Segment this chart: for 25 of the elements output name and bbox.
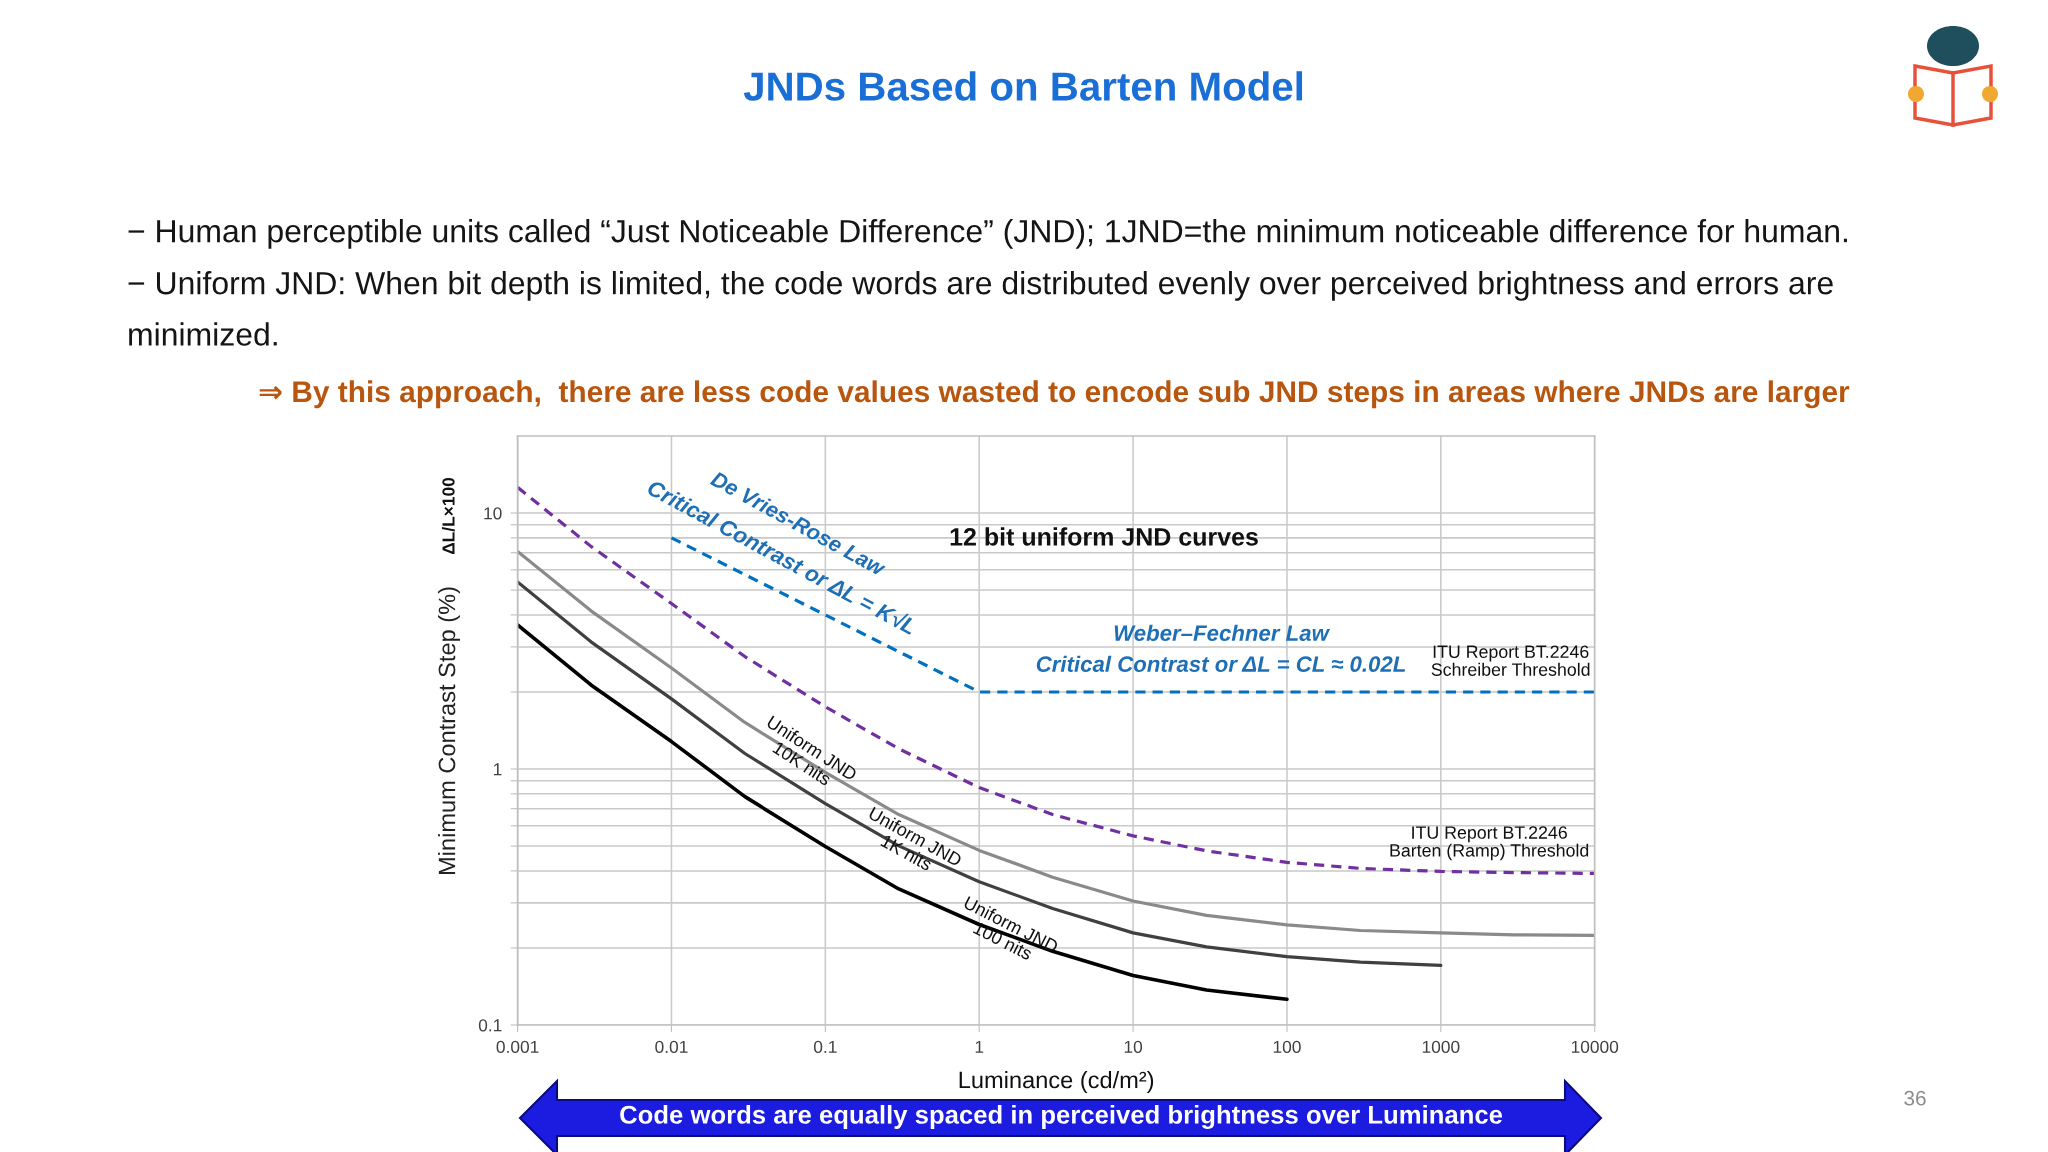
text: − Human perceptible units called “Just Noticeable Difference” (JND); 1JND=the minimum noticeable difference for human. xyxy=(128,219,1847,249)
y-tick-label: 0.1 xyxy=(478,1019,502,1032)
y-tick-label: 1 xyxy=(493,763,502,776)
x-tick-label: 10000 xyxy=(1571,1040,1619,1054)
x-tick-label: 1000 xyxy=(1422,1040,1460,1054)
x-axis-title: Luminance (cd/m²) xyxy=(959,1071,1154,1093)
x-tick-label: 1 xyxy=(975,1040,984,1053)
annotation: Critical Contrast or ΔL = CL ≈ 0.02L xyxy=(1036,655,1406,672)
text: ⇒ By this approach, there are less code values wasted to encode sub JND steps in areas where JNDs are larger xyxy=(259,380,1850,409)
x-tick-label: 0.001 xyxy=(496,1040,539,1054)
x-tick-label: 0.1 xyxy=(813,1040,837,1054)
y-axis-title: Minimum Contrast Step (%) xyxy=(437,587,460,875)
text: 36 xyxy=(1904,1090,1926,1106)
chart-title: JNDs Based on Barten Model xyxy=(743,71,1303,101)
series-label: ITU Report BT.2246 Barten (Ramp) Threshold xyxy=(1390,826,1589,861)
x-tick-label: 10 xyxy=(1124,1040,1143,1054)
text: − Uniform JND: When bit depth is limited, the code words are distributed evenly over perceived brightness and errors are minimized. xyxy=(128,271,1833,346)
series-label: ITU Report BT.2246 Schreiber Threshold xyxy=(1431,645,1590,676)
text: ΔL/L×100 xyxy=(441,477,455,555)
y-tick-label: 10 xyxy=(484,507,502,520)
x-tick-label: 0.01 xyxy=(655,1040,688,1054)
text: 12 bit uniform JND curves xyxy=(950,527,1258,546)
annotation: Weber–Fechner Law xyxy=(1114,624,1331,641)
x-tick-label: 100 xyxy=(1273,1040,1301,1054)
text: Code words are equally spaced in perceived brightness over Luminance xyxy=(620,1104,1503,1130)
